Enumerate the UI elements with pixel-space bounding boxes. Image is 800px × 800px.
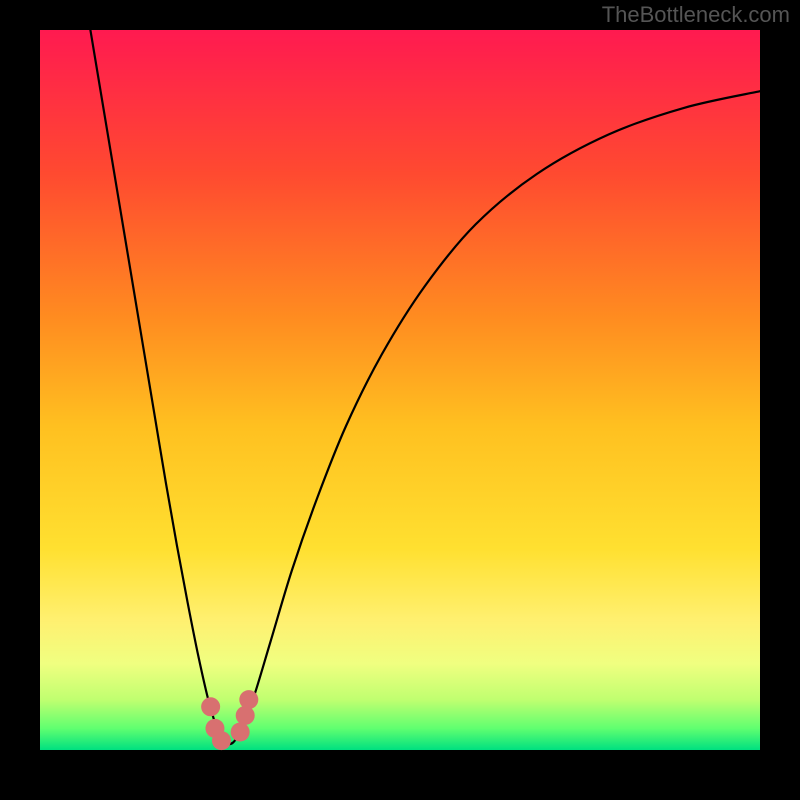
watermark-text: TheBottleneck.com	[602, 2, 790, 28]
chart-container: TheBottleneck.com	[0, 0, 800, 800]
marker-dot	[236, 706, 255, 725]
marker-dot	[231, 723, 250, 742]
bottleneck-curve-chart	[0, 0, 800, 800]
marker-dot	[239, 690, 258, 709]
gradient-background	[40, 30, 760, 750]
marker-dot	[212, 731, 231, 750]
marker-dot	[201, 697, 220, 716]
